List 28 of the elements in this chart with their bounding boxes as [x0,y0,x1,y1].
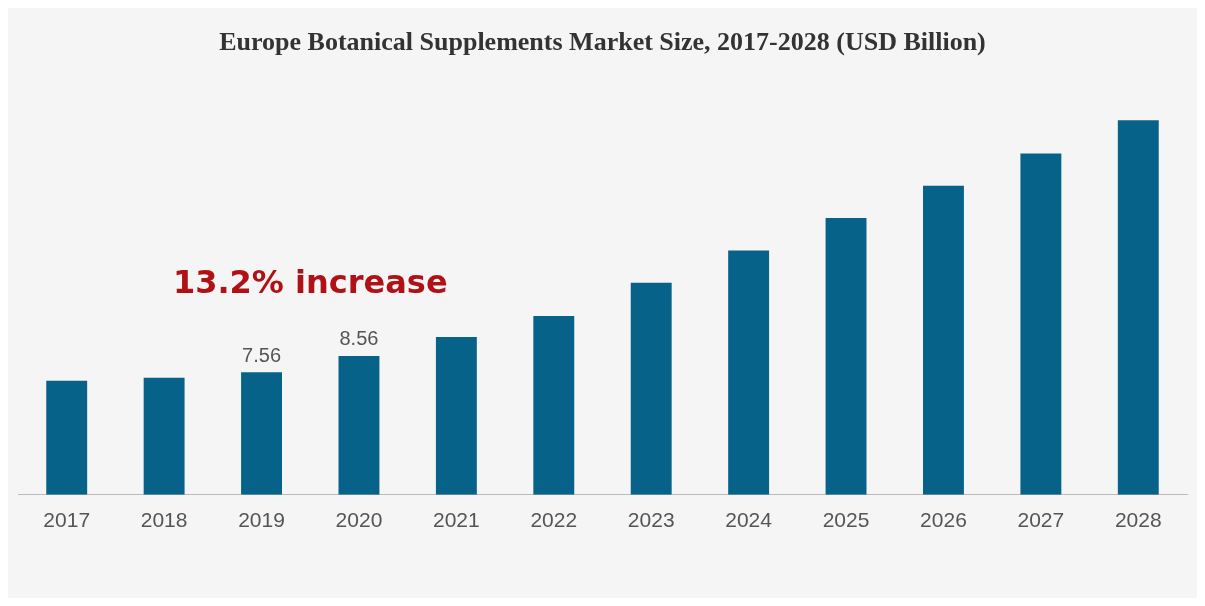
bar [728,250,770,495]
annotation: 13.2% increase [172,263,448,302]
data-label: 8.56 [339,327,379,350]
x-tick-label: 2020 [335,508,383,532]
x-tick-label: 2021 [433,508,480,532]
x-tick-label: 2018 [140,508,188,532]
bar [825,218,867,495]
x-tick-label: 2024 [725,508,773,532]
data-label: 7.56 [242,343,282,366]
x-tick-label: 2027 [1017,508,1065,532]
x-tick-label: 2022 [530,508,578,532]
x-tick-label: 2025 [822,508,870,532]
x-tick-label: 2023 [627,508,675,532]
x-tick-label: 2019 [238,508,285,532]
bar [630,282,672,495]
bar [435,336,477,495]
bar [1117,120,1159,495]
bar [46,380,88,495]
x-tick-label: 2026 [920,508,967,532]
x-tick-label: 2028 [1114,508,1162,532]
bar [1020,153,1062,495]
bar [338,355,380,495]
chart-title: Europe Botanical Supplements Market Size, 2017-2028 (USD Billion) [219,27,986,57]
bar [533,316,575,495]
bar [241,372,282,495]
bar [143,377,185,495]
bar [923,185,964,495]
x-tick-label: 2017 [43,508,91,532]
